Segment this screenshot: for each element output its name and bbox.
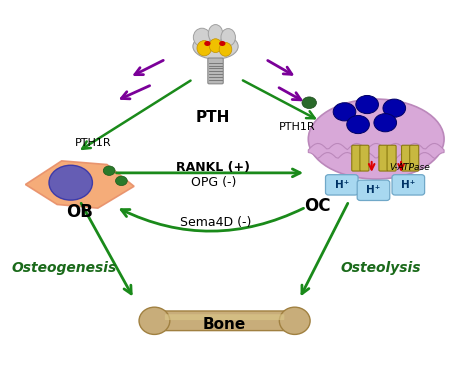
FancyBboxPatch shape	[326, 175, 358, 195]
Circle shape	[374, 114, 397, 132]
FancyBboxPatch shape	[208, 58, 223, 84]
Circle shape	[356, 96, 378, 114]
Text: PTH: PTH	[196, 110, 230, 125]
FancyBboxPatch shape	[352, 145, 361, 171]
Text: Osteolysis: Osteolysis	[340, 261, 421, 275]
FancyBboxPatch shape	[360, 145, 369, 171]
Polygon shape	[26, 161, 134, 208]
Polygon shape	[308, 144, 444, 159]
Text: Bone: Bone	[203, 317, 246, 332]
Text: OC: OC	[304, 197, 330, 215]
Text: RANKL (+): RANKL (+)	[176, 161, 250, 173]
Ellipse shape	[209, 39, 222, 52]
Ellipse shape	[308, 99, 444, 179]
Ellipse shape	[279, 307, 310, 334]
Circle shape	[383, 99, 406, 117]
FancyBboxPatch shape	[392, 175, 425, 195]
Text: H⁺: H⁺	[366, 185, 381, 195]
Circle shape	[116, 176, 128, 186]
Ellipse shape	[139, 307, 170, 334]
Circle shape	[204, 41, 210, 46]
Text: H⁺: H⁺	[401, 180, 415, 190]
FancyBboxPatch shape	[357, 180, 390, 200]
Text: Osteogenesis: Osteogenesis	[11, 261, 117, 275]
Circle shape	[103, 166, 115, 175]
FancyBboxPatch shape	[410, 145, 419, 171]
Circle shape	[347, 115, 369, 134]
Ellipse shape	[221, 28, 236, 46]
Ellipse shape	[193, 34, 238, 59]
FancyBboxPatch shape	[165, 314, 284, 320]
Text: OPG (-): OPG (-)	[191, 176, 236, 189]
Ellipse shape	[208, 25, 223, 43]
Circle shape	[333, 103, 356, 121]
FancyBboxPatch shape	[152, 311, 297, 331]
Circle shape	[219, 41, 226, 46]
Ellipse shape	[219, 42, 232, 56]
Ellipse shape	[197, 41, 211, 56]
FancyBboxPatch shape	[379, 145, 388, 171]
FancyBboxPatch shape	[387, 145, 396, 171]
Text: H⁺: H⁺	[335, 180, 349, 190]
Text: V-ATPase: V-ATPase	[390, 163, 430, 172]
Text: Sema4D (-): Sema4D (-)	[180, 216, 251, 229]
Text: PTH1R: PTH1R	[75, 138, 112, 148]
Text: PTH1R: PTH1R	[279, 122, 315, 132]
FancyBboxPatch shape	[401, 145, 410, 171]
Circle shape	[49, 165, 92, 200]
Ellipse shape	[193, 28, 210, 46]
FancyArrowPatch shape	[121, 208, 303, 231]
Text: OB: OB	[66, 203, 93, 221]
Circle shape	[302, 97, 317, 108]
